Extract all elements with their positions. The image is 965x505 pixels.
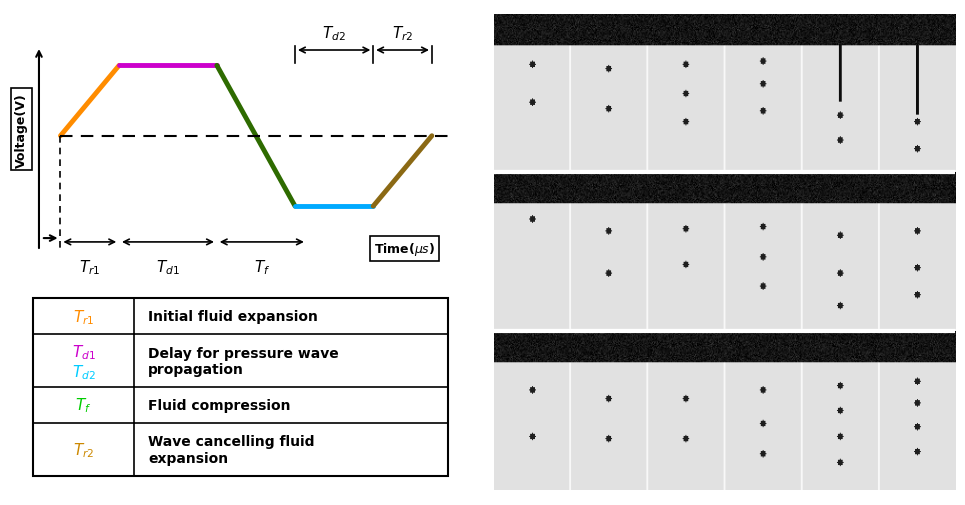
Text: $T_{r1}$: $T_{r1}$ — [72, 308, 95, 326]
Text: Fluid compression: Fluid compression — [148, 398, 290, 412]
Text: $T_{d1}$: $T_{d1}$ — [71, 342, 96, 361]
Text: Voltage(V): Voltage(V) — [14, 93, 28, 167]
Text: $T_{d2}$: $T_{d2}$ — [322, 25, 346, 43]
Text: $T_{r1}$: $T_{r1}$ — [79, 258, 100, 276]
Text: Wave cancelling fluid
expansion: Wave cancelling fluid expansion — [148, 434, 315, 465]
Text: $T_{d1}$: $T_{d1}$ — [156, 258, 179, 276]
Text: $T_{r2}$: $T_{r2}$ — [392, 25, 413, 43]
Text: $T_f$: $T_f$ — [254, 258, 270, 276]
Text: Time($\mu s$): Time($\mu s$) — [373, 240, 435, 258]
Text: Delay for pressure wave
propagation: Delay for pressure wave propagation — [148, 346, 339, 376]
Text: $T_f$: $T_f$ — [75, 396, 92, 415]
Text: Initial fluid expansion: Initial fluid expansion — [148, 310, 317, 324]
Text: $T_{d2}$: $T_{d2}$ — [71, 363, 96, 381]
Text: $T_{r2}$: $T_{r2}$ — [72, 440, 95, 459]
